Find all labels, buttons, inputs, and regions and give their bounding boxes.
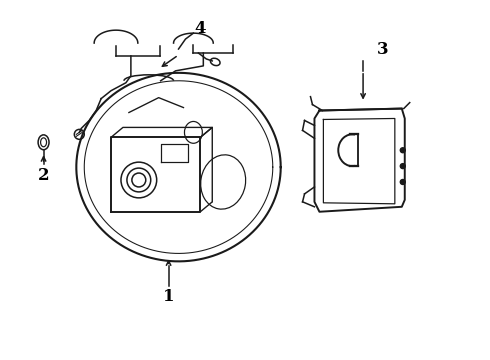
Circle shape: [400, 180, 405, 184]
Text: 3: 3: [377, 41, 389, 58]
Text: 4: 4: [195, 20, 206, 37]
Text: 2: 2: [38, 167, 49, 184]
Text: 1: 1: [163, 288, 174, 305]
Circle shape: [400, 148, 405, 153]
Circle shape: [400, 164, 405, 168]
